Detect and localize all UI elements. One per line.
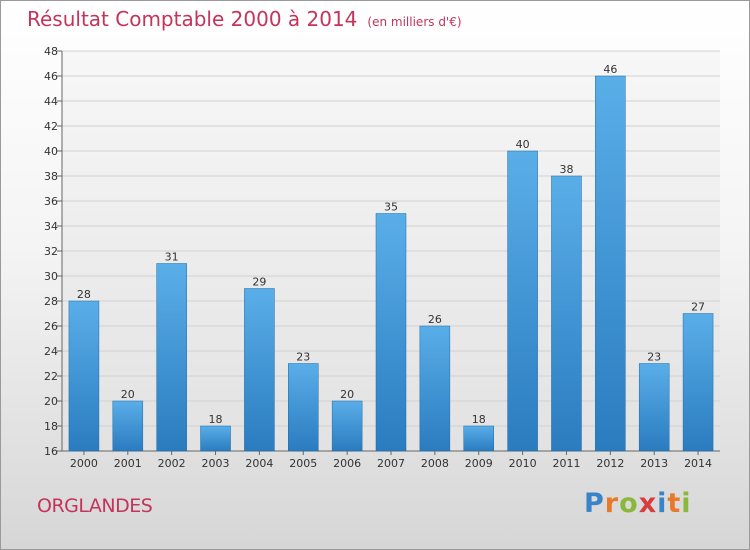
- x-tick-label: 2005: [289, 457, 317, 470]
- logo-letter: t: [667, 488, 682, 519]
- title-text: Résultat Comptable 2000 à 2014: [27, 7, 358, 31]
- y-tick-label: 48: [44, 45, 58, 58]
- bar-value-label: 29: [252, 276, 266, 289]
- title-unit: (en milliers d'€): [367, 15, 462, 29]
- y-tick-label: 44: [44, 95, 58, 108]
- bar: [68, 300, 100, 452]
- x-tick-label: 2011: [552, 457, 580, 470]
- y-tick-label: 36: [44, 195, 58, 208]
- chart-title: Résultat Comptable 2000 à 2014 (en millie…: [27, 7, 462, 31]
- y-tick-label: 30: [44, 270, 58, 283]
- x-tick-label: 2010: [509, 457, 537, 470]
- bar-value-label: 38: [559, 163, 573, 176]
- logo-letter: x: [638, 488, 658, 519]
- bar-value-label: 28: [77, 288, 91, 301]
- bar: [638, 363, 670, 452]
- y-tick-label: 26: [44, 320, 58, 333]
- logo-letter: r: [604, 488, 620, 519]
- bar: [463, 425, 494, 452]
- y-tick-label: 22: [44, 370, 58, 383]
- bar: [244, 288, 275, 452]
- logo-letter: i: [657, 488, 668, 519]
- x-tick-label: 2008: [421, 457, 449, 470]
- bar-value-label: 23: [296, 351, 310, 364]
- bar-value-label: 40: [516, 138, 530, 151]
- bar-value-label: 46: [603, 63, 617, 76]
- y-tick-label: 42: [44, 120, 58, 133]
- bar: [375, 213, 407, 452]
- y-tick-label: 40: [44, 145, 58, 158]
- bar-value-label: 18: [472, 413, 486, 426]
- x-tick-label: 2013: [640, 457, 668, 470]
- y-tick-label: 32: [44, 245, 58, 258]
- y-tick-label: 28: [44, 295, 58, 308]
- commune-name: ORGLANDES: [37, 495, 153, 517]
- x-tick-label: 2002: [158, 457, 186, 470]
- x-tick-label: 2012: [596, 457, 624, 470]
- bar-value-label: 20: [121, 388, 135, 401]
- bar-value-label: 20: [340, 388, 354, 401]
- y-tick-label: 16: [44, 445, 58, 458]
- x-tick-label: 2006: [333, 457, 361, 470]
- bar: [682, 313, 714, 452]
- bar: [507, 150, 538, 452]
- bar: [200, 425, 231, 452]
- bar-value-label: 18: [209, 413, 223, 426]
- bar-value-label: 26: [428, 313, 442, 326]
- logo-letter: i: [681, 488, 692, 519]
- y-tick-label: 46: [44, 70, 58, 83]
- logo-letter: P: [584, 488, 605, 519]
- bar-value-label: 35: [384, 201, 398, 214]
- x-tick-label: 2003: [202, 457, 230, 470]
- bar: [288, 363, 319, 452]
- bar: [419, 325, 451, 452]
- bar: [551, 175, 582, 452]
- logo-letter: o: [619, 488, 639, 519]
- bar: [331, 400, 363, 452]
- proxiti-logo: Proxiti: [584, 488, 692, 519]
- x-tick-label: 2007: [377, 457, 405, 470]
- y-tick-label: 24: [44, 345, 58, 358]
- x-tick-label: 2014: [684, 457, 712, 470]
- bar-value-label: 23: [647, 351, 661, 364]
- y-tick-label: 20: [44, 395, 58, 408]
- y-tick-label: 34: [44, 220, 58, 233]
- x-tick-label: 2009: [465, 457, 493, 470]
- bar-value-label: 31: [165, 251, 179, 264]
- bar: [156, 263, 187, 452]
- bar: [595, 75, 626, 452]
- y-tick-label: 18: [44, 420, 58, 433]
- x-tick-label: 2001: [114, 457, 142, 470]
- y-tick-label: 38: [44, 170, 58, 183]
- bar: [112, 400, 144, 452]
- bar-value-label: 27: [691, 301, 705, 314]
- x-tick-label: 2000: [70, 457, 98, 470]
- x-tick-label: 2004: [245, 457, 273, 470]
